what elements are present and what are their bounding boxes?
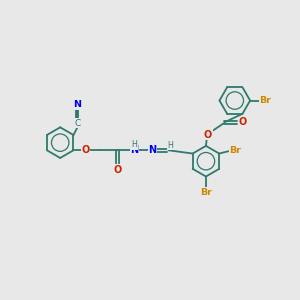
Text: N: N	[130, 145, 139, 155]
Text: Br: Br	[229, 146, 241, 155]
Text: C: C	[74, 119, 80, 128]
Text: O: O	[113, 165, 122, 175]
Text: Br: Br	[200, 188, 212, 196]
Text: N: N	[148, 145, 156, 155]
Text: O: O	[82, 145, 90, 155]
Text: N: N	[73, 100, 81, 109]
Text: H: H	[168, 141, 174, 150]
Text: O: O	[204, 130, 212, 140]
Text: O: O	[238, 117, 246, 127]
Text: H: H	[131, 140, 137, 149]
Text: Br: Br	[260, 96, 272, 105]
